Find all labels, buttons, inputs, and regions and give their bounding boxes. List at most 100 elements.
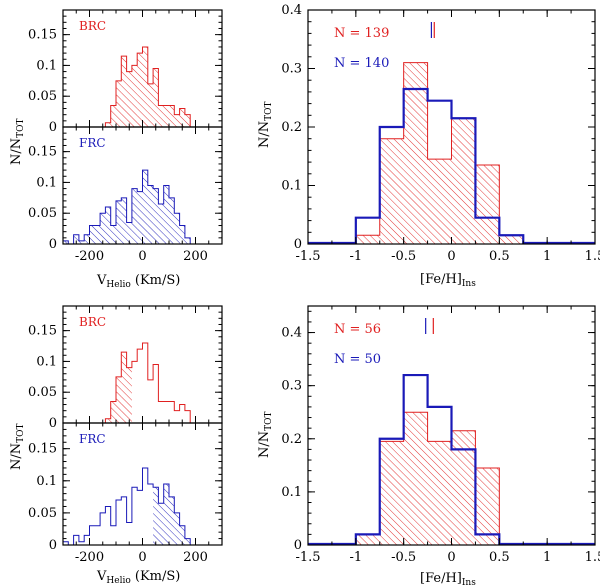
ytick-label: 0.1 [36,474,57,489]
hist-bar-brc-21 [174,114,180,127]
top-left-ylabel: N/NTOT [9,118,26,165]
hist-bar-brc-22 [179,108,185,127]
hist-bar-frc-16 [147,185,154,244]
hist-bar-brc-12 [126,71,132,127]
hist-bar-frc-23 [184,237,191,244]
panel-label-brc: BRC [79,315,106,329]
ytick-label: 0.2 [281,120,302,135]
hist-outline-1 [354,87,525,244]
ytick-label: 0 [49,538,57,553]
ytick-label: 0.15 [28,324,57,339]
xtick-label: 200 [183,550,208,565]
hist-bar-frc-20 [169,496,175,545]
bottom-right-xlabel: [Fe/H]Ins [420,571,476,588]
ytick-label: 0.1 [36,58,57,73]
top-right-ylabel: N/NTOT [257,101,274,148]
hist-bar-frc-22 [179,225,185,244]
xtick-label: -200 [75,249,104,264]
ytick-label: 0 [49,237,57,252]
hist-bar-brc-13 [131,65,138,127]
hist-bar-frc-18 [158,503,164,545]
xtick-label: 0.5 [489,550,510,565]
bottom-left-xlabel: VHelio (Km/S) [96,569,180,586]
hist-bar-frc-22 [179,525,185,545]
hist-bar-0-1 [379,138,404,244]
hist-bar-frc-17 [153,487,159,545]
hist-outline-0 [62,169,222,245]
hist-bar-0-4 [451,430,476,545]
ytick-label: 0.15 [28,28,57,43]
ytick-label: 0 [294,538,302,553]
hist-bar-frc-2 [73,234,79,244]
xtick-label: -1 [349,249,362,264]
ytick-label: 0.2 [281,432,302,447]
ytick-label: 0.4 [281,326,302,341]
hist-outline-1 [354,373,501,545]
panel-label-brc: BRC [79,19,106,33]
xtick-label: -1 [349,550,362,565]
hist-bar-frc-10 [116,200,122,244]
n-label-0: N = 139 [334,26,389,41]
hist-bar-frc-19 [163,185,169,244]
xtick-label: 0 [447,249,455,264]
hist-bar-0-2 [403,412,428,545]
xtick-label: 1.5 [585,249,600,264]
hist-bar-0-0 [355,534,380,545]
bottom-right-ylabel: N/NTOT [257,411,274,458]
hist-bar-frc-18 [158,203,164,244]
hist-bar-brc-9 [110,401,116,423]
ytick-label: 0.15 [28,145,57,160]
ytick-label: 0.05 [28,206,57,221]
xtick-label: 200 [183,249,208,264]
hist-bar-brc-10 [116,376,122,423]
hist-bar-frc-12 [126,222,132,244]
hist-bar-brc-14 [137,53,143,127]
ytick-label: 0.05 [28,385,57,400]
xtick-label: -1.5 [295,550,320,565]
n-label-1: N = 140 [334,56,389,71]
hist-bar-brc-18 [158,105,164,127]
ytick-label: 0 [49,416,57,431]
hist-outline-0 [63,342,222,424]
hist-bar-brc-16 [147,83,154,127]
hist-bar-0-0 [355,235,380,244]
panel-bottom-left-frc: 0 0.05 0.1 0.15 -200 0 200 FRC [28,422,223,565]
hist-bar-frc-19 [163,484,169,545]
hist-bar-brc-15 [142,46,148,127]
hist-bar-brc-8 [105,122,111,127]
hist-bar-brc-23 [184,114,191,127]
ytick-label: 0.4 [281,3,302,18]
hist-bar-brc-20 [169,105,175,127]
xtick-label: -200 [75,550,104,565]
hist-bar-0-2 [403,62,428,245]
panel-label-frc: FRC [79,432,106,446]
hist-bar-frc-21 [174,512,180,545]
hist-outline-0 [62,467,222,546]
xtick-label: 1 [543,249,551,264]
hist-bar-frc-7 [100,213,106,244]
hist-bar-frc-14 [137,191,143,244]
xtick-label: -0.5 [391,249,416,264]
hist-bar-brc-8 [105,418,111,423]
xtick-label: 1.5 [585,550,600,565]
hist-bar-frc-21 [174,213,180,244]
n-label-1: N = 50 [334,352,381,367]
hist-bar-0-4 [451,118,476,244]
hist-bar-frc-3 [78,240,85,244]
hist-bar-frc-5 [89,225,95,244]
xtick-label: 0 [138,550,146,565]
hist-bar-frc-11 [121,197,127,244]
hist-bar-frc-4 [84,234,90,244]
hist-bar-brc-12 [126,367,132,423]
ytick-label: 0.1 [281,179,302,194]
xtick-label: 0 [138,249,146,264]
hist-bar-0-6 [499,235,524,244]
xtick-label: 0.5 [489,249,510,264]
xtick-label: -0.5 [391,550,416,565]
ytick-label: 0 [49,120,57,135]
xtick-label: 1 [543,550,551,565]
hist-bar-brc-11 [121,56,127,127]
panel-top-right-feh: 0 0.1 0.2 0.3 0.4 -1.5 -1 -0.5 0 0.5 1 1.5 N = 139 N … [281,3,600,264]
ytick-label: 0.05 [28,89,57,104]
